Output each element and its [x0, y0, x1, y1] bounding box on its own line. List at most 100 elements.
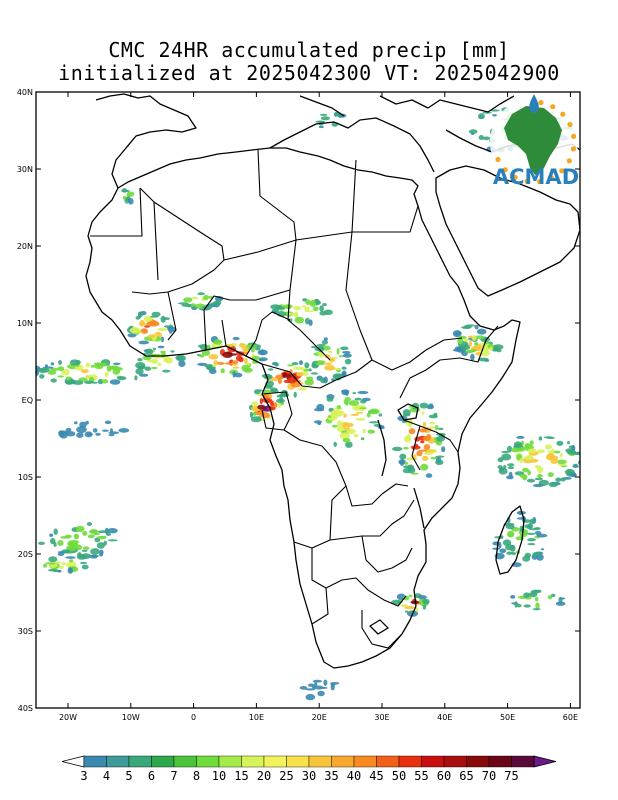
- precip-cell: [167, 326, 176, 333]
- precip-cell: [97, 530, 108, 534]
- precip-cell: [404, 436, 411, 439]
- colorbar-label: 45: [369, 769, 383, 783]
- precip-cell: [566, 449, 577, 455]
- precip-cell: [537, 476, 542, 479]
- precip-cell: [117, 376, 127, 381]
- precip-cell: [298, 387, 307, 391]
- precip-cell: [547, 472, 554, 478]
- precip-cell: [135, 368, 144, 375]
- precip-cell: [57, 366, 65, 372]
- precip-cell: [104, 371, 109, 378]
- precip-cell: [238, 343, 246, 348]
- precip-cell: [343, 413, 347, 418]
- precip-cell: [476, 328, 487, 335]
- colorbar-swatch: [466, 755, 490, 768]
- precip-cell: [338, 355, 345, 358]
- precip-cell: [571, 444, 576, 452]
- precip-cell: [242, 346, 249, 352]
- precip-cell: [232, 366, 240, 369]
- precip-cell: [106, 528, 118, 534]
- precip-cell: [516, 517, 527, 520]
- precip-cell: [400, 604, 408, 607]
- precip-cell: [72, 542, 79, 547]
- precip-cell: [560, 477, 566, 482]
- precip-cell: [532, 552, 542, 557]
- precip-cell: [162, 317, 170, 320]
- precip-cell: [482, 136, 491, 141]
- logo-ray: [524, 178, 530, 184]
- precip-cell: [308, 319, 313, 327]
- precip-cell: [506, 551, 514, 555]
- precip-cell: [344, 358, 352, 365]
- precip-cell: [510, 595, 516, 599]
- precip-cell: [134, 375, 138, 381]
- precip-cell: [507, 466, 515, 470]
- colorbar-swatch: [218, 755, 242, 768]
- colorbar-label: 4: [103, 769, 110, 783]
- precip-cell: [294, 316, 305, 324]
- precip-cell: [319, 311, 328, 316]
- precip-cell: [208, 295, 213, 299]
- precip-cell: [312, 684, 315, 690]
- precip-cell: [38, 541, 45, 545]
- logo-africa-shape: [504, 106, 562, 176]
- precip-cell: [477, 357, 489, 362]
- precip-cell: [161, 336, 164, 343]
- precip-cell: [330, 682, 340, 685]
- lon-tick-label: 30E: [374, 713, 389, 722]
- precip-cell: [140, 328, 148, 333]
- precip-cell: [241, 364, 250, 372]
- precip-cell: [235, 355, 243, 362]
- precip-cell: [76, 426, 87, 434]
- precip-cell: [201, 350, 211, 356]
- precip-cell: [492, 114, 497, 117]
- precip-cell: [523, 604, 531, 608]
- precip-cell: [474, 324, 479, 330]
- precip-cell: [101, 379, 109, 384]
- precip-cell: [548, 481, 558, 488]
- precip-cell: [291, 362, 299, 366]
- colorbar-low-arrow: [61, 755, 85, 768]
- precip-cell: [103, 540, 107, 546]
- lat-tick-label: 40S: [18, 704, 33, 713]
- precip-cell: [253, 389, 261, 395]
- precip-cell: [151, 311, 161, 317]
- precip-cell: [418, 595, 427, 600]
- precip-cell: [213, 339, 223, 345]
- precip-cell: [137, 358, 143, 362]
- precip-cell: [468, 129, 478, 134]
- precip-cell: [536, 533, 548, 538]
- precip-cell: [435, 459, 444, 465]
- precip-cell: [557, 463, 567, 466]
- colorbar-swatch: [421, 755, 445, 768]
- logo-rays: [495, 100, 577, 185]
- precip-cell: [293, 391, 297, 398]
- precip-cell: [303, 368, 310, 372]
- precip-cell: [323, 337, 328, 341]
- precip-cell: [267, 406, 276, 411]
- precip-cell: [257, 404, 266, 410]
- precip-cell: [191, 296, 199, 300]
- precip-cell: [441, 446, 446, 453]
- precip-cell: [507, 530, 515, 538]
- precip-cell: [57, 570, 62, 573]
- colorbar-label: 55: [414, 769, 428, 783]
- precip-cell: [546, 437, 555, 439]
- precip-cell: [391, 599, 402, 605]
- precip-cell: [99, 549, 104, 556]
- precip-cell: [331, 378, 335, 381]
- precip-cell: [310, 372, 319, 375]
- precip-cell: [572, 465, 579, 468]
- precip-cell: [368, 408, 380, 415]
- precip-cell: [501, 450, 510, 454]
- colorbar-swatch: [263, 755, 287, 768]
- precip-cell: [58, 360, 62, 365]
- precip-cell: [452, 348, 464, 352]
- precip-cell: [251, 348, 255, 353]
- precip-cell: [352, 392, 356, 395]
- lat-tick-label: 10S: [18, 473, 33, 482]
- precip-cell: [160, 350, 166, 354]
- logo-ray: [560, 111, 566, 117]
- precip-cell: [526, 532, 536, 536]
